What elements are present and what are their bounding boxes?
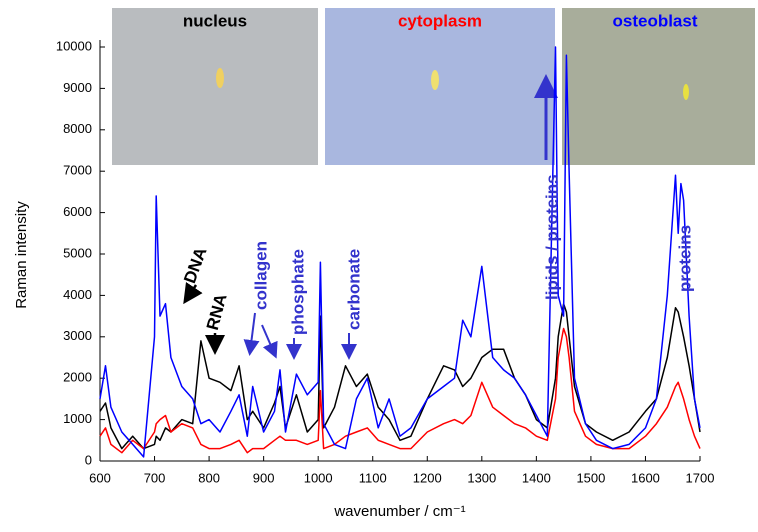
- arrow: [243, 312, 260, 356]
- annotation: phosphate: [288, 249, 307, 335]
- photo: [112, 8, 318, 165]
- x-axis-label: wavenumber / cm⁻¹: [333, 503, 465, 520]
- x-tick-label: 1500: [576, 470, 605, 485]
- line-series: [99, 327, 701, 454]
- y-tick-label: 2000: [63, 370, 92, 385]
- y-axis-label: Raman intensity: [13, 201, 30, 309]
- arrow: [183, 281, 203, 305]
- annotation: collagen: [251, 241, 270, 310]
- photo: [325, 8, 555, 165]
- annotation: lipids / proteins: [542, 174, 561, 300]
- arrows: [183, 74, 558, 360]
- y-tick-label: 0: [85, 452, 92, 467]
- x-tick-label: 1200: [413, 470, 442, 485]
- legend-label: nucleus: [183, 11, 247, 30]
- x-tick-label: 600: [89, 470, 111, 485]
- photos: [112, 8, 755, 165]
- annotation: RNA: [203, 292, 231, 333]
- y-tick-label: 5000: [63, 245, 92, 260]
- y-tick-label: 9000: [63, 80, 92, 95]
- photo-spot: [216, 68, 224, 88]
- line-series: [99, 302, 701, 450]
- x-tick-label: 1100: [359, 470, 387, 485]
- y-tick-label: 8000: [63, 121, 92, 136]
- legend-label: cytoplasm: [398, 11, 482, 30]
- annotation: carbonate: [344, 249, 363, 330]
- arrow: [261, 324, 278, 359]
- y-tick-label: 6000: [63, 204, 92, 219]
- photo: [562, 8, 755, 165]
- legend-label: osteoblast: [612, 11, 697, 30]
- x-tick-label: 1400: [522, 470, 551, 485]
- y-tick-label: 3000: [63, 328, 92, 343]
- y-tick-label: 4000: [63, 287, 92, 302]
- x-tick-label: 900: [253, 470, 275, 485]
- annotation: DNA: [180, 245, 210, 286]
- x-tick-label: 1000: [304, 470, 333, 485]
- photo-spot: [431, 70, 439, 90]
- y-tick-label: 7000: [63, 163, 92, 178]
- annotation: proteins: [675, 225, 694, 292]
- x-tick-label: 800: [198, 470, 220, 485]
- x-tick-label: 1600: [631, 470, 660, 485]
- x-tick-label: 1700: [686, 470, 715, 485]
- photo-spot: [683, 84, 689, 100]
- x-tick-label: 1300: [467, 470, 496, 485]
- x-tick-label: 700: [144, 470, 166, 485]
- y-tick-label: 10000: [56, 38, 92, 53]
- y-tick-label: 1000: [63, 411, 92, 426]
- line-series: [99, 46, 701, 458]
